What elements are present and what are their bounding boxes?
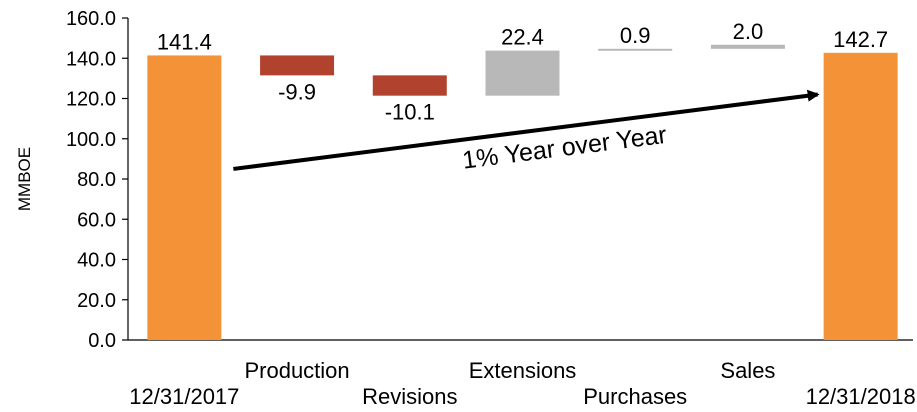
category-label: 12/31/2017 xyxy=(129,384,239,409)
bar-production xyxy=(260,55,335,76)
growth-arrow xyxy=(233,89,820,171)
y-tick-label: 40.0 xyxy=(77,250,116,272)
bars xyxy=(147,44,898,341)
bar-revisions xyxy=(372,75,447,96)
data-label: 141.4 xyxy=(157,29,212,54)
y-axis: 0.0 20.0 40.0 60.0 80.0 100.0 120.0 140.0 160.0 M… xyxy=(15,8,913,352)
y-tick-label: 80.0 xyxy=(77,169,116,191)
y-axis-title: MMBOE xyxy=(15,147,34,211)
data-labels: 141.4 -9.9 -10.1 22.4 0.9 2.0 142.7 xyxy=(157,19,888,125)
y-tick-label: 140.0 xyxy=(66,48,116,70)
category-label: Production xyxy=(244,358,349,383)
category-label: Extensions xyxy=(469,358,577,383)
category-label: Revisions xyxy=(362,384,457,409)
y-tick-label: 120.0 xyxy=(66,89,116,111)
category-label: Sales xyxy=(720,358,775,383)
y-tick-label: 60.0 xyxy=(77,209,116,231)
data-label: 0.9 xyxy=(620,23,651,48)
growth-annotation: 1% Year over Year xyxy=(461,121,669,175)
category-label: 12/31/2018 xyxy=(806,384,916,409)
y-tick-label: 20.0 xyxy=(77,290,116,312)
data-label: 142.7 xyxy=(833,27,888,52)
data-label: 22.4 xyxy=(501,25,544,50)
y-tick-label: 160.0 xyxy=(66,8,116,30)
data-label: -9.9 xyxy=(278,79,316,104)
y-tick-label: 0.0 xyxy=(88,330,116,352)
bar-extensions xyxy=(485,50,560,96)
bar-sales xyxy=(710,44,785,49)
bar-12-31-2018 xyxy=(823,52,898,340)
data-label: -10.1 xyxy=(385,100,435,125)
annotation: 1% Year over Year xyxy=(233,89,820,175)
bar-purchases xyxy=(598,48,673,51)
category-label: Purchases xyxy=(583,384,687,409)
bar-12-31-2017 xyxy=(147,55,222,341)
data-label: 2.0 xyxy=(733,19,764,44)
y-tick-label: 100.0 xyxy=(66,129,116,151)
